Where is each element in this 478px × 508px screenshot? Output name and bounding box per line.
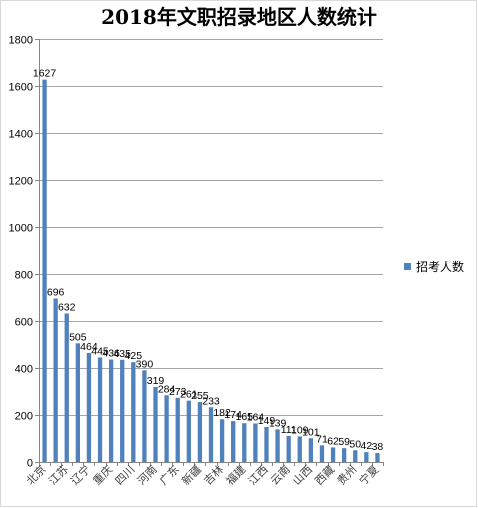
x-tick-label: 云南 — [268, 463, 293, 488]
bar — [208, 407, 214, 462]
legend-label: 招考人数 — [416, 260, 465, 274]
x-tick-label: 四川 — [113, 463, 138, 488]
data-label: 255 — [191, 390, 209, 402]
bar — [186, 400, 191, 462]
data-label: 38 — [372, 441, 384, 453]
bar — [253, 423, 258, 462]
bar — [342, 448, 347, 462]
data-label: 59 — [338, 436, 350, 448]
legend-swatch — [404, 263, 411, 270]
y-axis: 0 200 400 600 800 1000 1200 1400 1600 1800 — [9, 35, 40, 470]
data-label: 149 — [258, 415, 276, 427]
y-tick-label: 800 — [15, 270, 33, 282]
bar — [120, 359, 125, 462]
data-label: 284 — [158, 383, 176, 395]
y-tick-label: 400 — [15, 364, 33, 376]
data-label: 62 — [327, 435, 339, 447]
data-label: 261 — [180, 389, 198, 401]
bar — [308, 438, 314, 462]
bar — [64, 313, 69, 462]
bar — [375, 453, 380, 462]
bar — [219, 419, 225, 462]
bar — [153, 387, 158, 462]
data-label: 71 — [316, 433, 328, 445]
bar — [86, 352, 92, 462]
data-label: 101 — [302, 426, 320, 438]
bar — [330, 447, 336, 462]
x-tick-label: 辽宁 — [68, 462, 93, 487]
bars — [42, 79, 380, 463]
y-tick-label: 0 — [27, 458, 33, 470]
x-tick-label: 山西 — [290, 463, 315, 488]
data-label: 174 — [224, 409, 242, 421]
y-tick-label: 1000 — [9, 223, 33, 235]
data-label: 165 — [236, 411, 254, 423]
y-tick-label: 200 — [15, 411, 33, 423]
bar — [364, 452, 369, 462]
y-tick-label: 1200 — [9, 176, 33, 188]
x-tick-label: 宁夏 — [356, 462, 381, 487]
bar — [108, 359, 114, 462]
data-label: 436 — [102, 348, 120, 360]
data-label: 390 — [136, 358, 154, 370]
bar — [275, 429, 280, 462]
bar — [97, 357, 103, 462]
bar — [131, 362, 136, 463]
bar — [231, 421, 236, 462]
x-tick-label: 重庆 — [90, 462, 115, 487]
bar — [286, 435, 291, 462]
bar — [142, 370, 147, 462]
bar — [53, 298, 58, 462]
gridlines — [39, 39, 383, 463]
data-label: 435 — [113, 348, 131, 360]
data-label: 505 — [69, 331, 87, 343]
chart-title: 2018年文职招录地区人数统计 — [101, 5, 377, 29]
x-tick-label: 福建 — [223, 462, 248, 487]
data-label: 425 — [125, 350, 143, 362]
bar — [353, 450, 358, 462]
data-label: 139 — [269, 417, 287, 429]
data-label: 632 — [58, 301, 76, 313]
x-tick-label: 江西 — [246, 463, 271, 488]
legend: 招考人数 — [404, 258, 464, 275]
data-label: 109 — [291, 424, 309, 436]
data-label: 233 — [202, 395, 220, 407]
bar — [297, 436, 302, 462]
bar — [75, 343, 80, 462]
y-tick-label: 1800 — [9, 35, 33, 47]
data-label: 164 — [247, 411, 265, 423]
data-label: 273 — [169, 386, 187, 398]
x-tick-label: 西藏 — [312, 463, 337, 488]
x-tick-label: 江苏 — [46, 463, 71, 488]
bar — [264, 426, 269, 462]
y-tick-label: 1400 — [9, 129, 33, 141]
data-label: 696 — [47, 286, 65, 298]
bar — [164, 395, 169, 462]
data-label: 182 — [213, 407, 231, 419]
data-label: 445 — [91, 345, 109, 357]
bar — [242, 423, 247, 462]
data-label: 319 — [147, 375, 165, 387]
bar — [42, 79, 47, 462]
x-tick-label: 贵州 — [335, 463, 360, 488]
x-tick-label: 新疆 — [179, 462, 204, 487]
y-tick-label: 1600 — [9, 82, 33, 94]
y-tick-label: 600 — [15, 317, 33, 329]
x-tick-label: 河南 — [135, 463, 160, 488]
data-label: 464 — [80, 341, 98, 353]
bar — [197, 402, 203, 462]
x-tick-label: 广东 — [157, 463, 182, 488]
data-label: 1627 — [33, 68, 57, 80]
bar — [319, 445, 325, 462]
bar — [175, 397, 180, 462]
data-label: 111 — [281, 424, 297, 436]
x-tick-label: 吉林 — [201, 462, 226, 487]
data-label: 42 — [361, 440, 373, 452]
data-label: 50 — [349, 438, 361, 450]
